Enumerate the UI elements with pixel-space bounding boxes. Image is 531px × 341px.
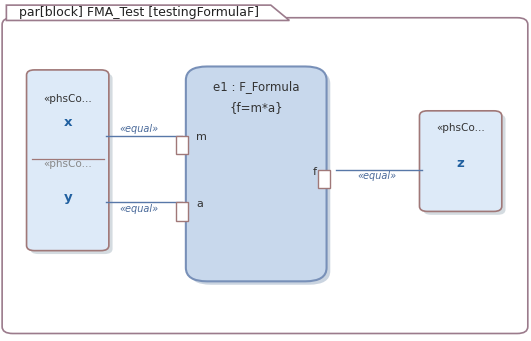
Text: z: z <box>457 157 465 170</box>
Text: «equal»: «equal» <box>357 171 397 181</box>
Text: «phsCo...: «phsCo... <box>44 94 92 104</box>
Bar <box>176 135 188 154</box>
FancyBboxPatch shape <box>190 70 330 285</box>
Text: «phsCo...: «phsCo... <box>436 123 485 133</box>
FancyBboxPatch shape <box>186 66 327 281</box>
Text: e1 : F_Formula: e1 : F_Formula <box>213 80 299 93</box>
FancyBboxPatch shape <box>423 114 506 215</box>
Text: «equal»: «equal» <box>119 204 159 214</box>
Bar <box>318 170 330 188</box>
Text: {f=m*a}: {f=m*a} <box>230 101 283 114</box>
Text: f: f <box>312 166 316 177</box>
Text: m: m <box>196 132 207 142</box>
FancyBboxPatch shape <box>30 73 113 254</box>
Text: «phsCo...: «phsCo... <box>44 159 92 169</box>
Text: par[block] FMA_Test [testingFormulaF]: par[block] FMA_Test [testingFormulaF] <box>19 6 259 19</box>
FancyBboxPatch shape <box>2 18 528 333</box>
FancyBboxPatch shape <box>27 70 109 251</box>
Text: «equal»: «equal» <box>119 124 159 134</box>
Bar <box>176 202 188 221</box>
Text: a: a <box>196 199 203 209</box>
Text: x: x <box>63 116 72 129</box>
Text: y: y <box>63 191 72 204</box>
FancyBboxPatch shape <box>419 111 502 211</box>
Polygon shape <box>6 5 289 20</box>
